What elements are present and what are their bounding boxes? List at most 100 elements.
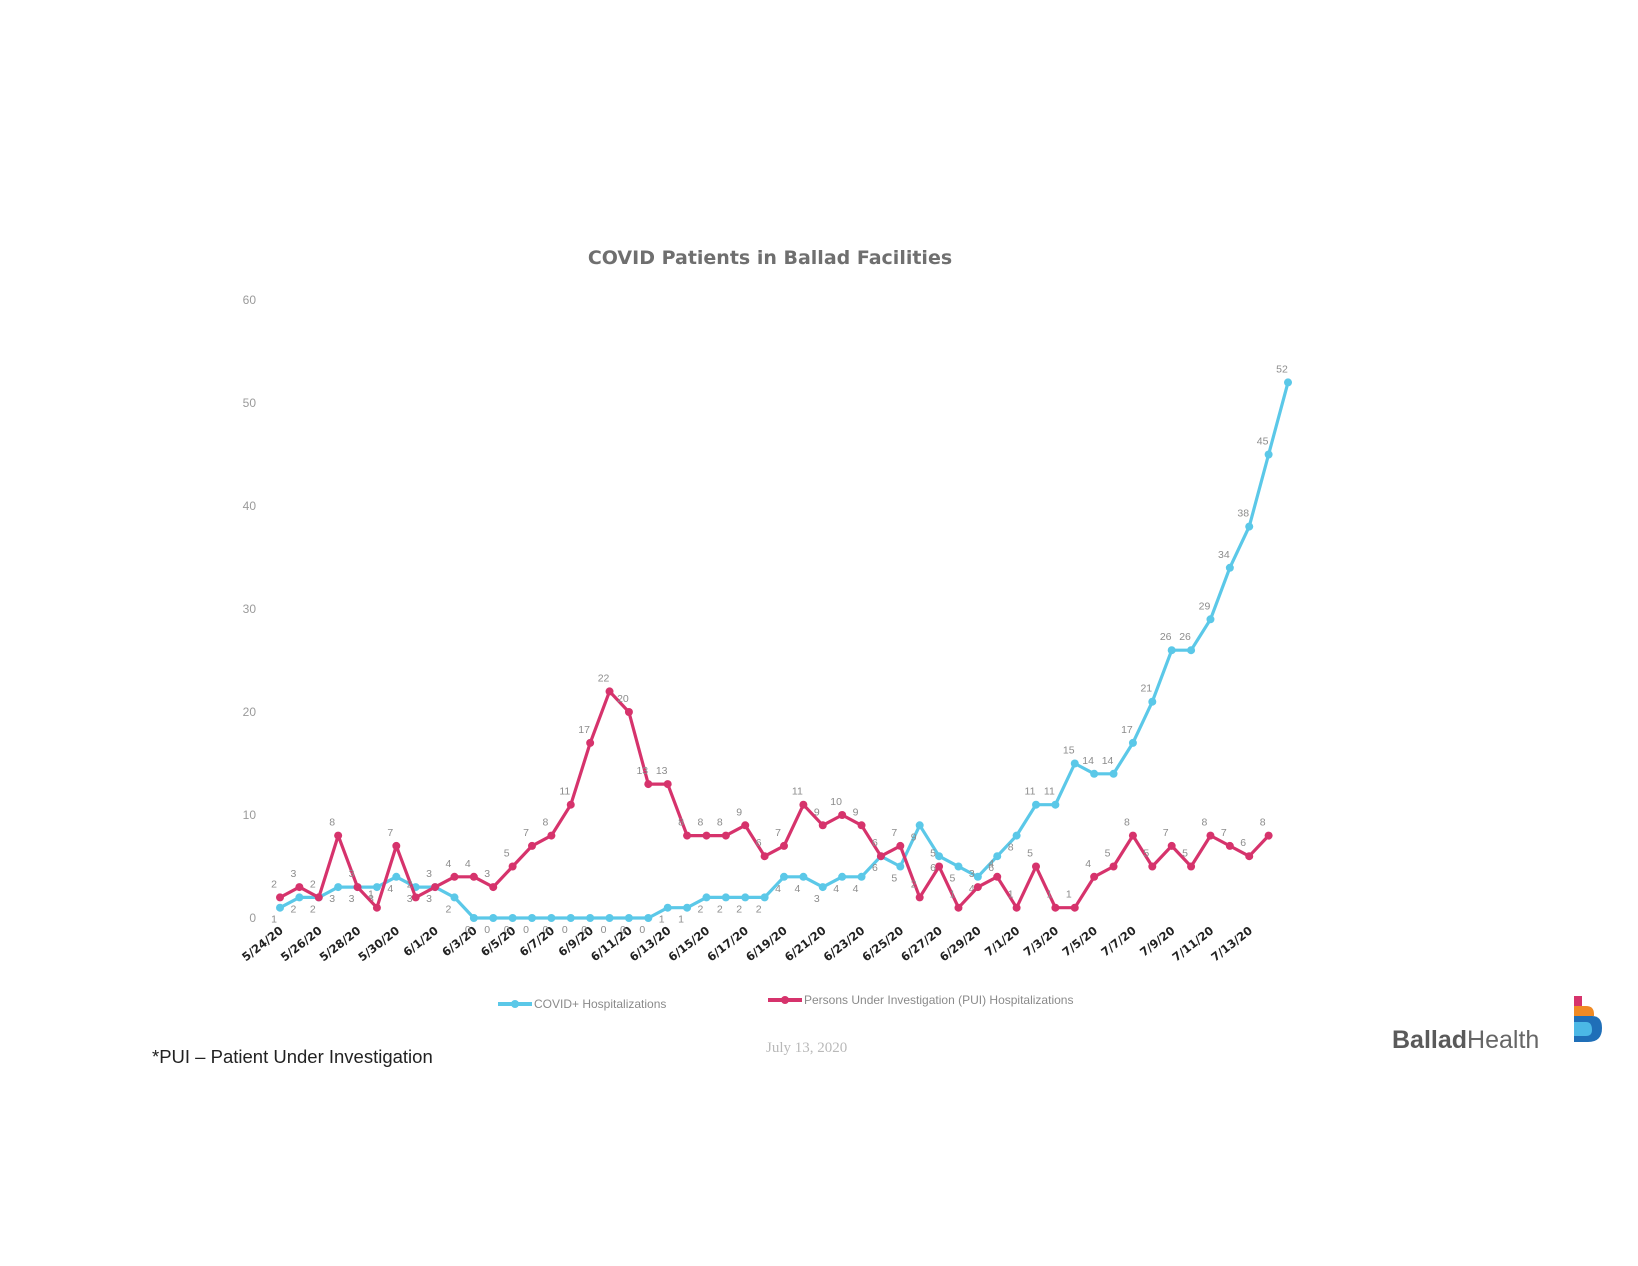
ballad-health-logo: BalladHealth — [1392, 992, 1602, 1055]
x-tick-label: 6/13/20 — [627, 923, 674, 964]
data-point — [741, 821, 750, 830]
data-point — [605, 687, 614, 696]
data-point — [508, 914, 517, 922]
x-tick-label: 7/3/20 — [1021, 923, 1061, 959]
data-label: 5 — [504, 848, 510, 860]
data-point — [1070, 903, 1079, 912]
data-point — [663, 780, 672, 789]
data-label: 26 — [1179, 631, 1191, 643]
data-point — [644, 914, 653, 922]
data-label: 2 — [698, 903, 704, 915]
x-tick-label: 5/30/20 — [355, 923, 402, 964]
data-point — [780, 841, 788, 850]
data-label: 15 — [1063, 745, 1075, 757]
data-label: 1 — [271, 914, 277, 926]
data-label: 6 — [930, 862, 936, 874]
data-label: 8 — [542, 817, 548, 829]
data-label: 0 — [581, 924, 587, 936]
data-label: 52 — [1276, 363, 1288, 375]
data-point — [780, 872, 788, 881]
data-label: 1 — [678, 914, 684, 926]
data-label: 3 — [368, 893, 374, 905]
x-tick-label: 6/17/20 — [704, 923, 751, 964]
data-label: 1 — [659, 914, 665, 926]
data-point — [973, 883, 982, 892]
data-label: 0 — [601, 924, 607, 936]
legend-label-covid: COVID+ Hospitalizations — [534, 997, 666, 1011]
data-label: 14 — [1102, 755, 1114, 767]
data-point — [1167, 841, 1176, 850]
data-point — [1264, 831, 1273, 840]
data-label: 2 — [310, 903, 316, 915]
data-label: 0 — [620, 924, 626, 936]
data-point — [372, 903, 381, 912]
data-point — [1264, 450, 1273, 459]
data-label: 0 — [523, 924, 529, 936]
data-point — [702, 893, 711, 902]
data-point — [663, 903, 672, 912]
data-label: 11 — [1044, 786, 1055, 798]
data-point — [1284, 378, 1292, 387]
data-label: 4 — [969, 883, 975, 895]
data-label: 8 — [1124, 817, 1130, 829]
data-label: 29 — [1199, 600, 1211, 612]
series-line — [279, 381, 1290, 920]
data-point — [450, 893, 459, 902]
data-label: 6 — [872, 837, 878, 849]
data-point — [528, 841, 536, 850]
data-point — [566, 914, 575, 922]
data-label: 4 — [833, 883, 839, 895]
data-point — [624, 914, 633, 922]
y-tick-label: 30 — [243, 602, 257, 616]
data-point — [741, 893, 750, 902]
data-label: 4 — [775, 883, 781, 895]
data-label: 9 — [911, 831, 917, 843]
data-label: 9 — [736, 806, 742, 818]
x-tick-label: 7/5/20 — [1060, 923, 1100, 959]
data-point — [1167, 646, 1176, 655]
footnote: *PUI – Patient Under Investigation — [152, 1046, 433, 1067]
data-point — [1090, 872, 1099, 881]
data-point — [993, 852, 1002, 861]
data-point — [721, 893, 730, 902]
y-axis-ticks: 0 10 20 30 40 50 60 — [243, 293, 257, 925]
data-point — [411, 893, 420, 902]
data-label: 2 — [310, 878, 316, 890]
y-tick-label: 60 — [243, 293, 257, 307]
data-label: 2 — [446, 903, 452, 915]
data-label: 17 — [1121, 724, 1133, 736]
data-label: 8 — [1008, 842, 1014, 854]
data-point — [721, 831, 730, 840]
date-text: July 13, 2020 — [766, 1040, 848, 1056]
data-label: 11 — [559, 786, 570, 798]
data-label: 0 — [542, 924, 548, 936]
data-label: 4 — [446, 858, 452, 870]
data-label: 1 — [1008, 889, 1014, 901]
data-point — [644, 780, 653, 789]
data-label: 2 — [271, 878, 277, 890]
data-point — [295, 893, 304, 902]
data-point — [799, 872, 808, 881]
data-point — [469, 914, 478, 922]
data-label: 3 — [814, 893, 820, 905]
x-tick-label: 6/23/20 — [821, 923, 868, 964]
data-label: 38 — [1237, 508, 1249, 520]
data-label: 0 — [465, 924, 471, 936]
data-point — [431, 883, 440, 892]
data-point — [276, 893, 284, 902]
logo-wordmark: BalladHealth — [1392, 1026, 1539, 1055]
data-point — [334, 883, 343, 892]
data-point — [1148, 697, 1157, 706]
legend-marker-pui — [781, 996, 789, 1004]
data-point — [1051, 903, 1060, 912]
data-label: 1 — [1066, 889, 1072, 901]
data-point — [489, 914, 498, 922]
x-tick-label: 6/27/20 — [898, 923, 945, 964]
data-label: 8 — [1202, 817, 1208, 829]
data-point — [1187, 862, 1196, 871]
data-label: 26 — [1160, 631, 1172, 643]
data-point — [508, 862, 517, 871]
data-label: 2 — [407, 878, 413, 890]
data-point — [818, 883, 827, 892]
logo-bold: Ballad — [1392, 1026, 1468, 1054]
